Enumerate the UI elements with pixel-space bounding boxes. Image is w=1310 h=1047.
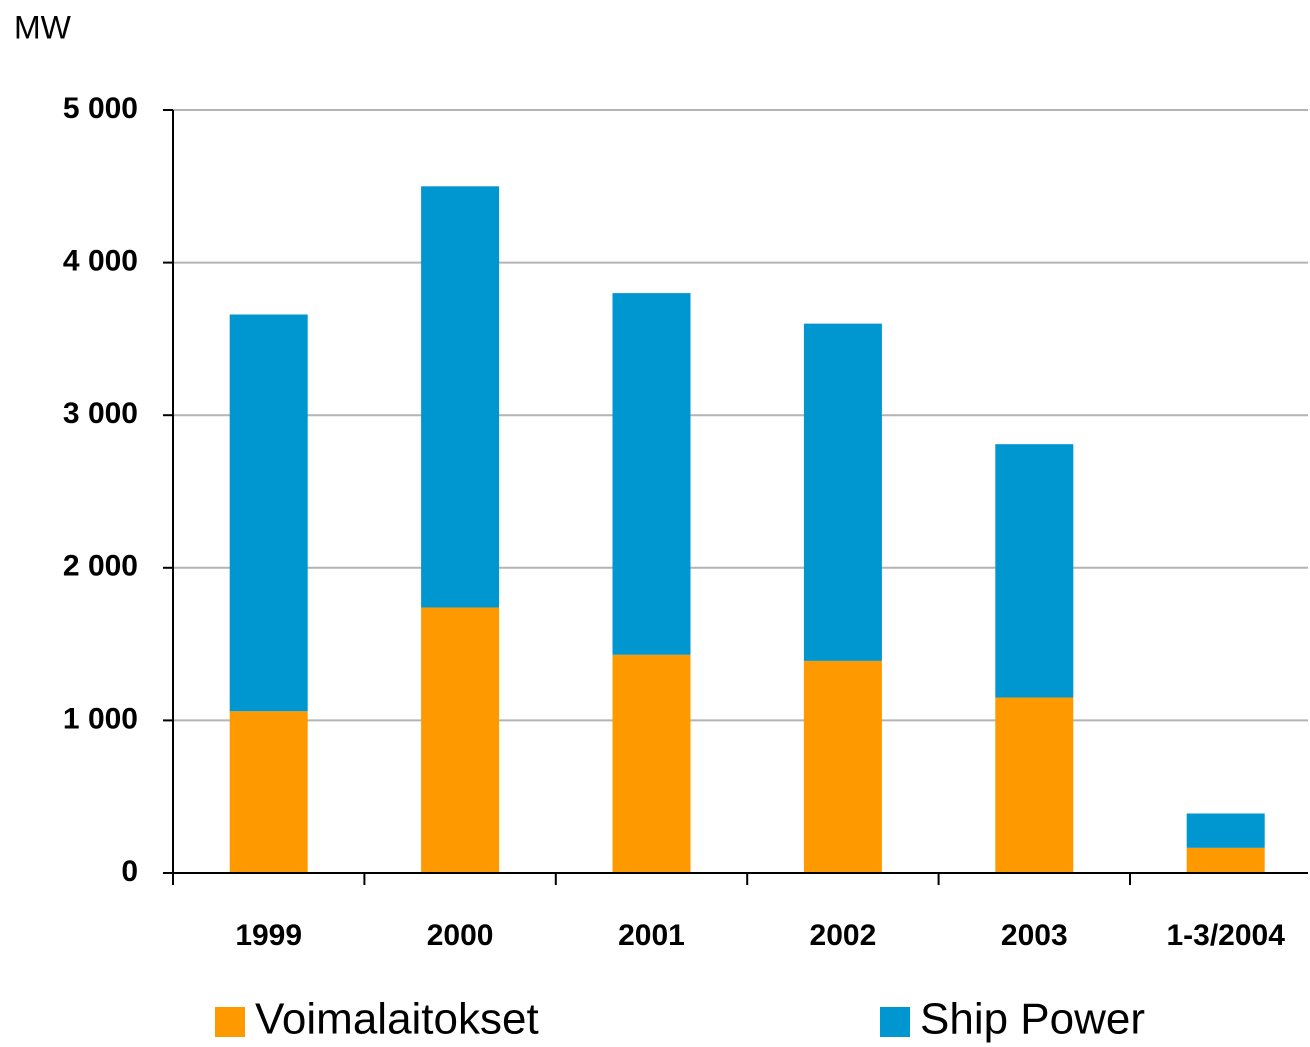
- bar-segment: [803, 660, 882, 873]
- x-tick-label: 2001: [618, 919, 685, 952]
- bar-segment: [1186, 813, 1265, 848]
- y-axis-label: MW: [14, 9, 72, 45]
- x-tick-label: 2003: [1001, 919, 1068, 952]
- bar-segment: [995, 444, 1074, 698]
- x-tick-label: 1999: [235, 919, 302, 952]
- bar-segment: [229, 711, 308, 873]
- y-tick-label: 0: [121, 855, 138, 888]
- legend-label: Ship Power: [920, 995, 1145, 1044]
- bar-segment: [995, 697, 1074, 873]
- x-tick-label: 1-3/2004: [1166, 919, 1285, 952]
- bar-segment: [229, 314, 308, 712]
- x-tick-label: 2000: [427, 919, 494, 952]
- x-tick-label: 2002: [810, 919, 877, 952]
- bar-segment: [421, 607, 500, 873]
- legend-swatch: [880, 1007, 910, 1037]
- y-tick-label: 2 000: [63, 550, 138, 583]
- bar-segment: [421, 186, 500, 608]
- bar-segment: [1186, 847, 1265, 873]
- y-tick-label: 1 000: [63, 702, 138, 735]
- bar-segment: [803, 323, 882, 661]
- y-tick-label: 5 000: [63, 92, 138, 125]
- y-tick-label: 4 000: [63, 245, 138, 278]
- legend-swatch: [215, 1007, 245, 1037]
- bar-segment: [612, 293, 691, 655]
- bar-segment: [612, 654, 691, 873]
- y-tick-label: 3 000: [63, 397, 138, 430]
- legend-label: Voimalaitokset: [255, 995, 539, 1044]
